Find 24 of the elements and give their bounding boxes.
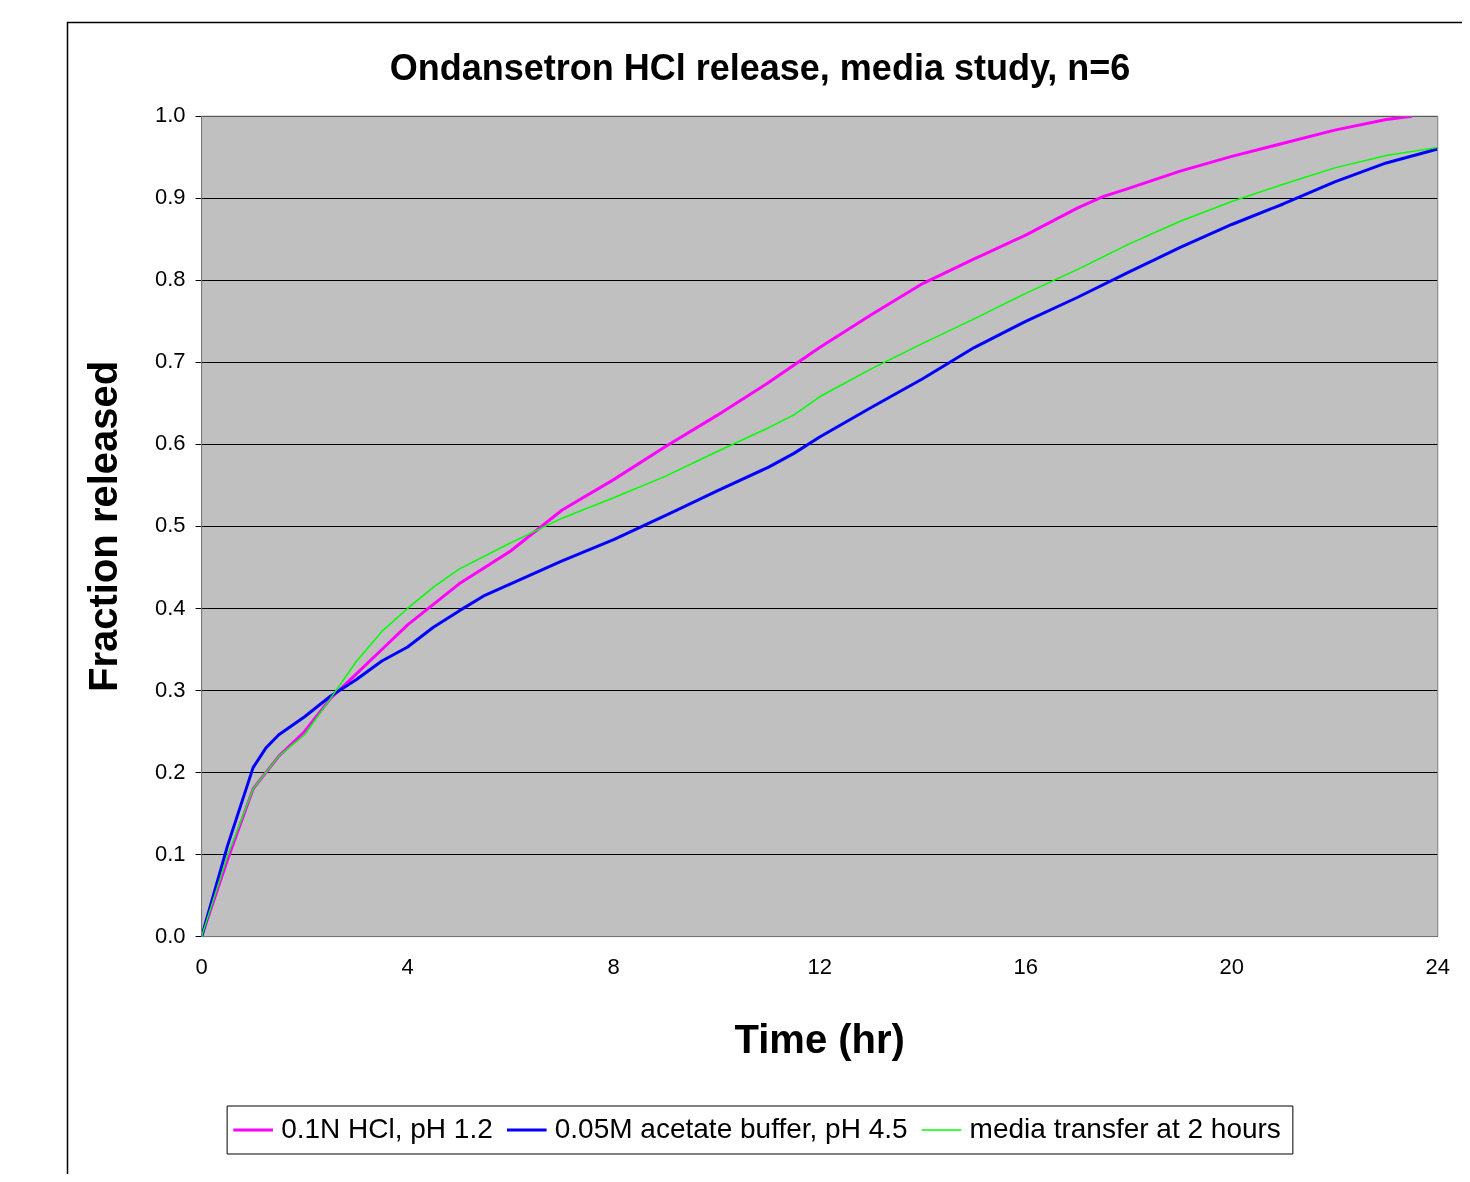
x-tick-label: 0 <box>195 953 208 979</box>
y-tick-label: 0.4 <box>154 594 186 620</box>
y-tick-label: 0.7 <box>154 348 186 374</box>
y-tick-label: 0.1 <box>154 840 186 866</box>
y-tick-label: 0.8 <box>154 266 186 292</box>
legend-label: 0.05M acetate buffer, pH 4.5 <box>554 1112 908 1144</box>
x-axis-title: Time (hr) <box>734 1017 905 1062</box>
legend-label: 0.1N HCl, pH 1.2 <box>281 1112 493 1144</box>
y-tick-label: 0.5 <box>154 512 186 538</box>
y-axis-title: Fraction released <box>81 360 126 693</box>
x-tick-label: 20 <box>1219 953 1244 979</box>
legend-label: media transfer at 2 hours <box>969 1112 1281 1144</box>
y-tick-label: 1.0 <box>154 102 186 128</box>
y-tick-label: 0.3 <box>154 676 186 702</box>
y-tick-label: 0.2 <box>154 758 186 784</box>
x-tick-label: 8 <box>607 953 620 979</box>
y-tick-label: 0.0 <box>154 922 186 948</box>
y-tick-label: 0.9 <box>154 184 186 210</box>
y-tick-label: 0.6 <box>154 430 186 456</box>
x-tick-label: 12 <box>807 953 832 979</box>
x-tick-label: 16 <box>1013 953 1038 979</box>
x-tick-label: 4 <box>401 953 414 979</box>
x-tick-label: 24 <box>1425 953 1451 979</box>
chart-title: Ondansetron HCl release, media study, n=6 <box>389 46 1131 88</box>
